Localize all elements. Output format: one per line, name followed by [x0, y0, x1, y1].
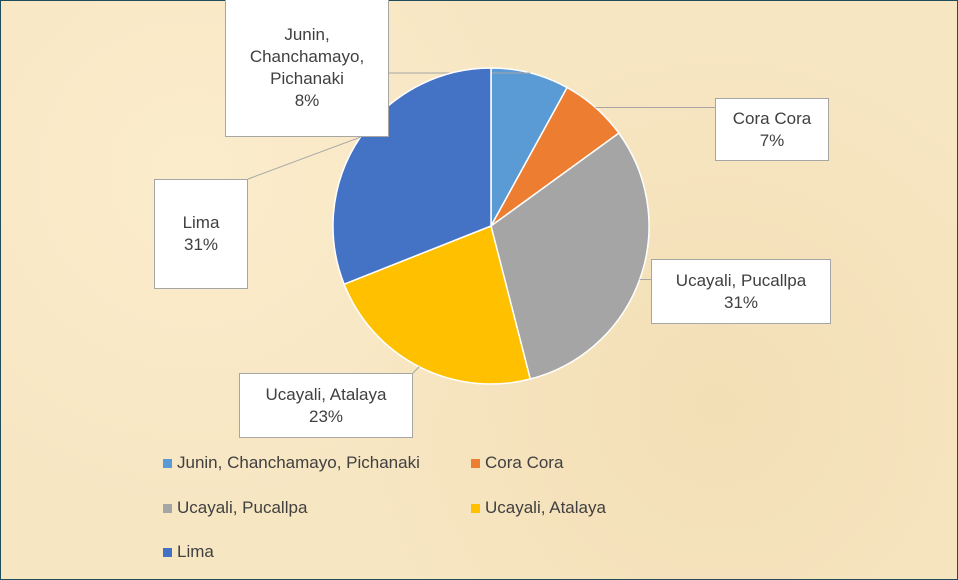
data-label: Ucayali, Atalaya 23%: [239, 373, 413, 438]
legend-swatch: [163, 458, 172, 468]
value-label: 8%: [294, 91, 320, 110]
legend-label: Cora Cora: [485, 453, 564, 472]
legend-swatch: [163, 547, 172, 557]
category-label: Cora Cora: [732, 108, 812, 128]
legend-swatch: [471, 458, 480, 468]
leader-line: [412, 366, 420, 374]
legend-label: Lima: [177, 542, 214, 561]
value-label: 7%: [759, 130, 785, 150]
legend-swatch: [471, 503, 480, 513]
legend-item: Lima: [163, 542, 214, 562]
legend-swatch: [163, 503, 172, 513]
value-label: 23%: [308, 406, 344, 426]
category-label: Junin, Chanchamayo, Pichanaki: [249, 25, 365, 88]
category-label: Ucayali, Pucallpa: [675, 270, 807, 290]
value-label: 31%: [183, 235, 219, 254]
legend-item: Cora Cora: [471, 453, 563, 473]
leader-line: [247, 136, 361, 180]
legend-item: Junin, Chanchamayo, Pichanaki: [163, 453, 420, 473]
data-label: Cora Cora 7%: [715, 98, 829, 161]
legend-label: Ucayali, Pucallpa: [177, 498, 308, 517]
data-label: Lima 31%: [154, 179, 248, 289]
data-label: Junin, Chanchamayo, Pichanaki 8%: [225, 0, 389, 137]
legend-label: Ucayali, Atalaya: [485, 498, 606, 517]
data-label: Ucayali, Pucallpa 31%: [651, 259, 831, 324]
category-label: Lima: [182, 213, 220, 232]
legend-item: Ucayali, Pucallpa: [163, 498, 307, 518]
legend-item: Ucayali, Atalaya: [471, 498, 606, 518]
legend-label: Junin, Chanchamayo, Pichanaki: [177, 453, 420, 472]
value-label: 31%: [723, 292, 759, 312]
category-label: Ucayali, Atalaya: [265, 384, 387, 404]
